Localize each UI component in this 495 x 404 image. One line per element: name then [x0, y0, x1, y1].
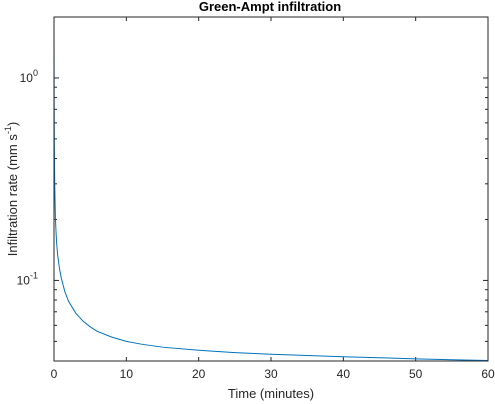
- x-tick-label: 50: [409, 367, 423, 381]
- series-layer: [53, 16, 489, 362]
- series-line: [53, 16, 489, 362]
- x-axis-label: Time (minutes): [228, 386, 314, 401]
- x-tick-label: 0: [51, 367, 58, 381]
- x-tick-label: 10: [120, 367, 134, 381]
- x-tick-label: 40: [337, 367, 351, 381]
- x-tick-label: 20: [192, 367, 206, 381]
- x-axis: 0 10 20 30 40 50 60: [51, 17, 495, 381]
- y-tick-label: 10-1: [17, 270, 38, 287]
- x-tick-label: 30: [264, 367, 278, 381]
- x-tick-label: 60: [481, 367, 495, 381]
- plot-area: [54, 17, 488, 361]
- y-axis-label-close: ): [5, 122, 20, 126]
- chart-title: Green-Ampt infiltration: [199, 0, 341, 14]
- y-tick-label: 100: [20, 68, 38, 85]
- y-axis-label-superscript: -1: [3, 126, 13, 134]
- y-axis-label-base: Infiltration rate (mm s: [5, 134, 20, 257]
- y-axis-label: Infiltration rate (mm s-1): [3, 122, 20, 256]
- plot-box: [53, 16, 489, 362]
